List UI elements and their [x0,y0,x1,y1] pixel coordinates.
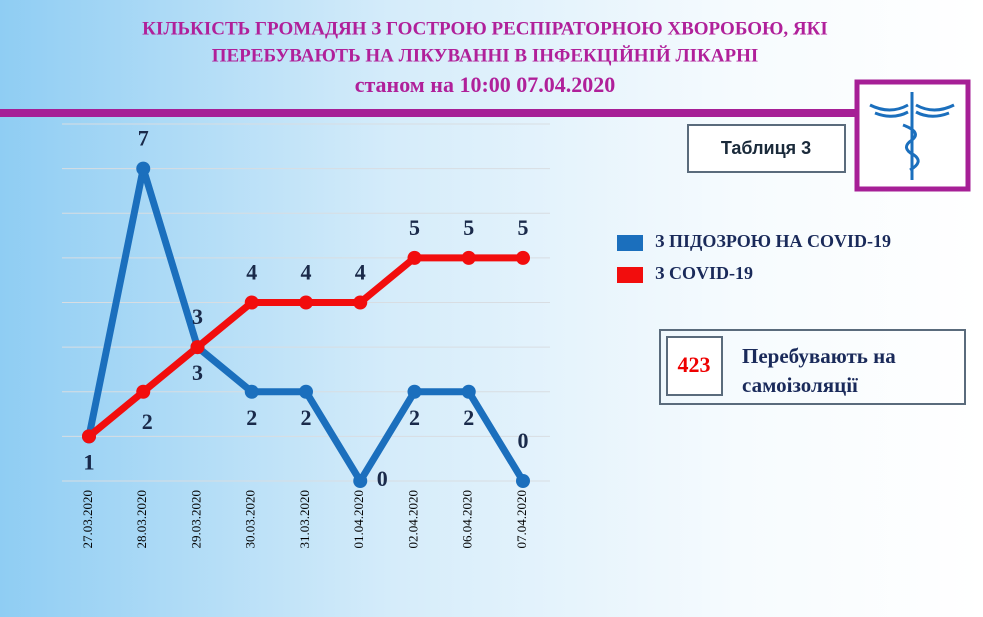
point [299,295,313,310]
x-tick-label: 30.03.2020 [243,490,258,549]
point [516,474,530,488]
x-tick-label: 02.04.2020 [405,490,420,549]
point [82,429,96,444]
point [461,250,476,265]
title: ПЕРЕБУВАЮТЬ НА ЛІКУВАННІ В ІНФЕКЦІЙНІЙ Л… [212,44,759,66]
data-label: 5 [518,215,529,240]
data-label: 3 [192,360,203,385]
data-label: 2 [409,405,420,430]
point [299,384,313,399]
point [136,161,151,176]
x-tick-label: 31.03.2020 [297,490,312,549]
title: КІЛЬКІСТЬ ГРОМАДЯН З ГОСТРОЮ РЕСПІРАТОРН… [142,18,828,39]
legend-swatch [617,267,643,283]
x-tick-label: 01.04.2020 [351,490,366,549]
table-label: Таблиця 3 [721,138,811,158]
point [461,384,476,399]
data-label: 2 [142,409,153,434]
data-label: 5 [409,215,420,240]
series-line [85,165,526,485]
data-label: 4 [355,260,366,285]
isolation-box [659,329,966,405]
point [244,384,259,399]
data-label: 2 [301,405,312,430]
isolation-label: самоізоляції [742,373,858,397]
point [353,474,368,488]
subtitle: станом на 10:00 07.04.2020 [355,72,616,97]
x-tick-label: 06.04.2020 [460,490,475,549]
data-label: 7 [138,126,149,151]
legend-label: З ПІДОЗРОЮ НА COVID-19 [655,231,891,251]
x-tick-label: 29.03.2020 [188,490,203,549]
point [407,250,422,265]
data-label: 2 [463,405,474,430]
point [353,295,368,310]
x-tick-label: 27.03.2020 [80,490,95,549]
data-label: 4 [301,260,312,285]
point [516,250,530,265]
point [136,384,151,399]
isolation-value: 423 [678,352,711,377]
table-label-box [687,124,846,173]
legend-label: З COVID-19 [655,263,753,283]
data-label: 1 [84,449,95,474]
caduceus [869,92,955,180]
point [407,384,422,399]
x-tick-label: 28.03.2020 [134,490,149,549]
point [190,340,205,355]
data-label: 5 [463,215,474,240]
data-label: 4 [246,260,257,285]
isolation-value-box [666,336,723,396]
data-label: 0 [518,428,529,453]
header-band [0,109,860,117]
isolation-label: Перебувають на [742,344,896,368]
data-label: 1 [84,449,95,474]
point [244,295,259,310]
data-label: 3 [192,304,203,329]
x-tick-label: 07.04.2020 [514,490,529,549]
data-label: 0 [377,466,388,491]
data-label: 2 [246,405,257,430]
legend-swatch [617,235,643,251]
